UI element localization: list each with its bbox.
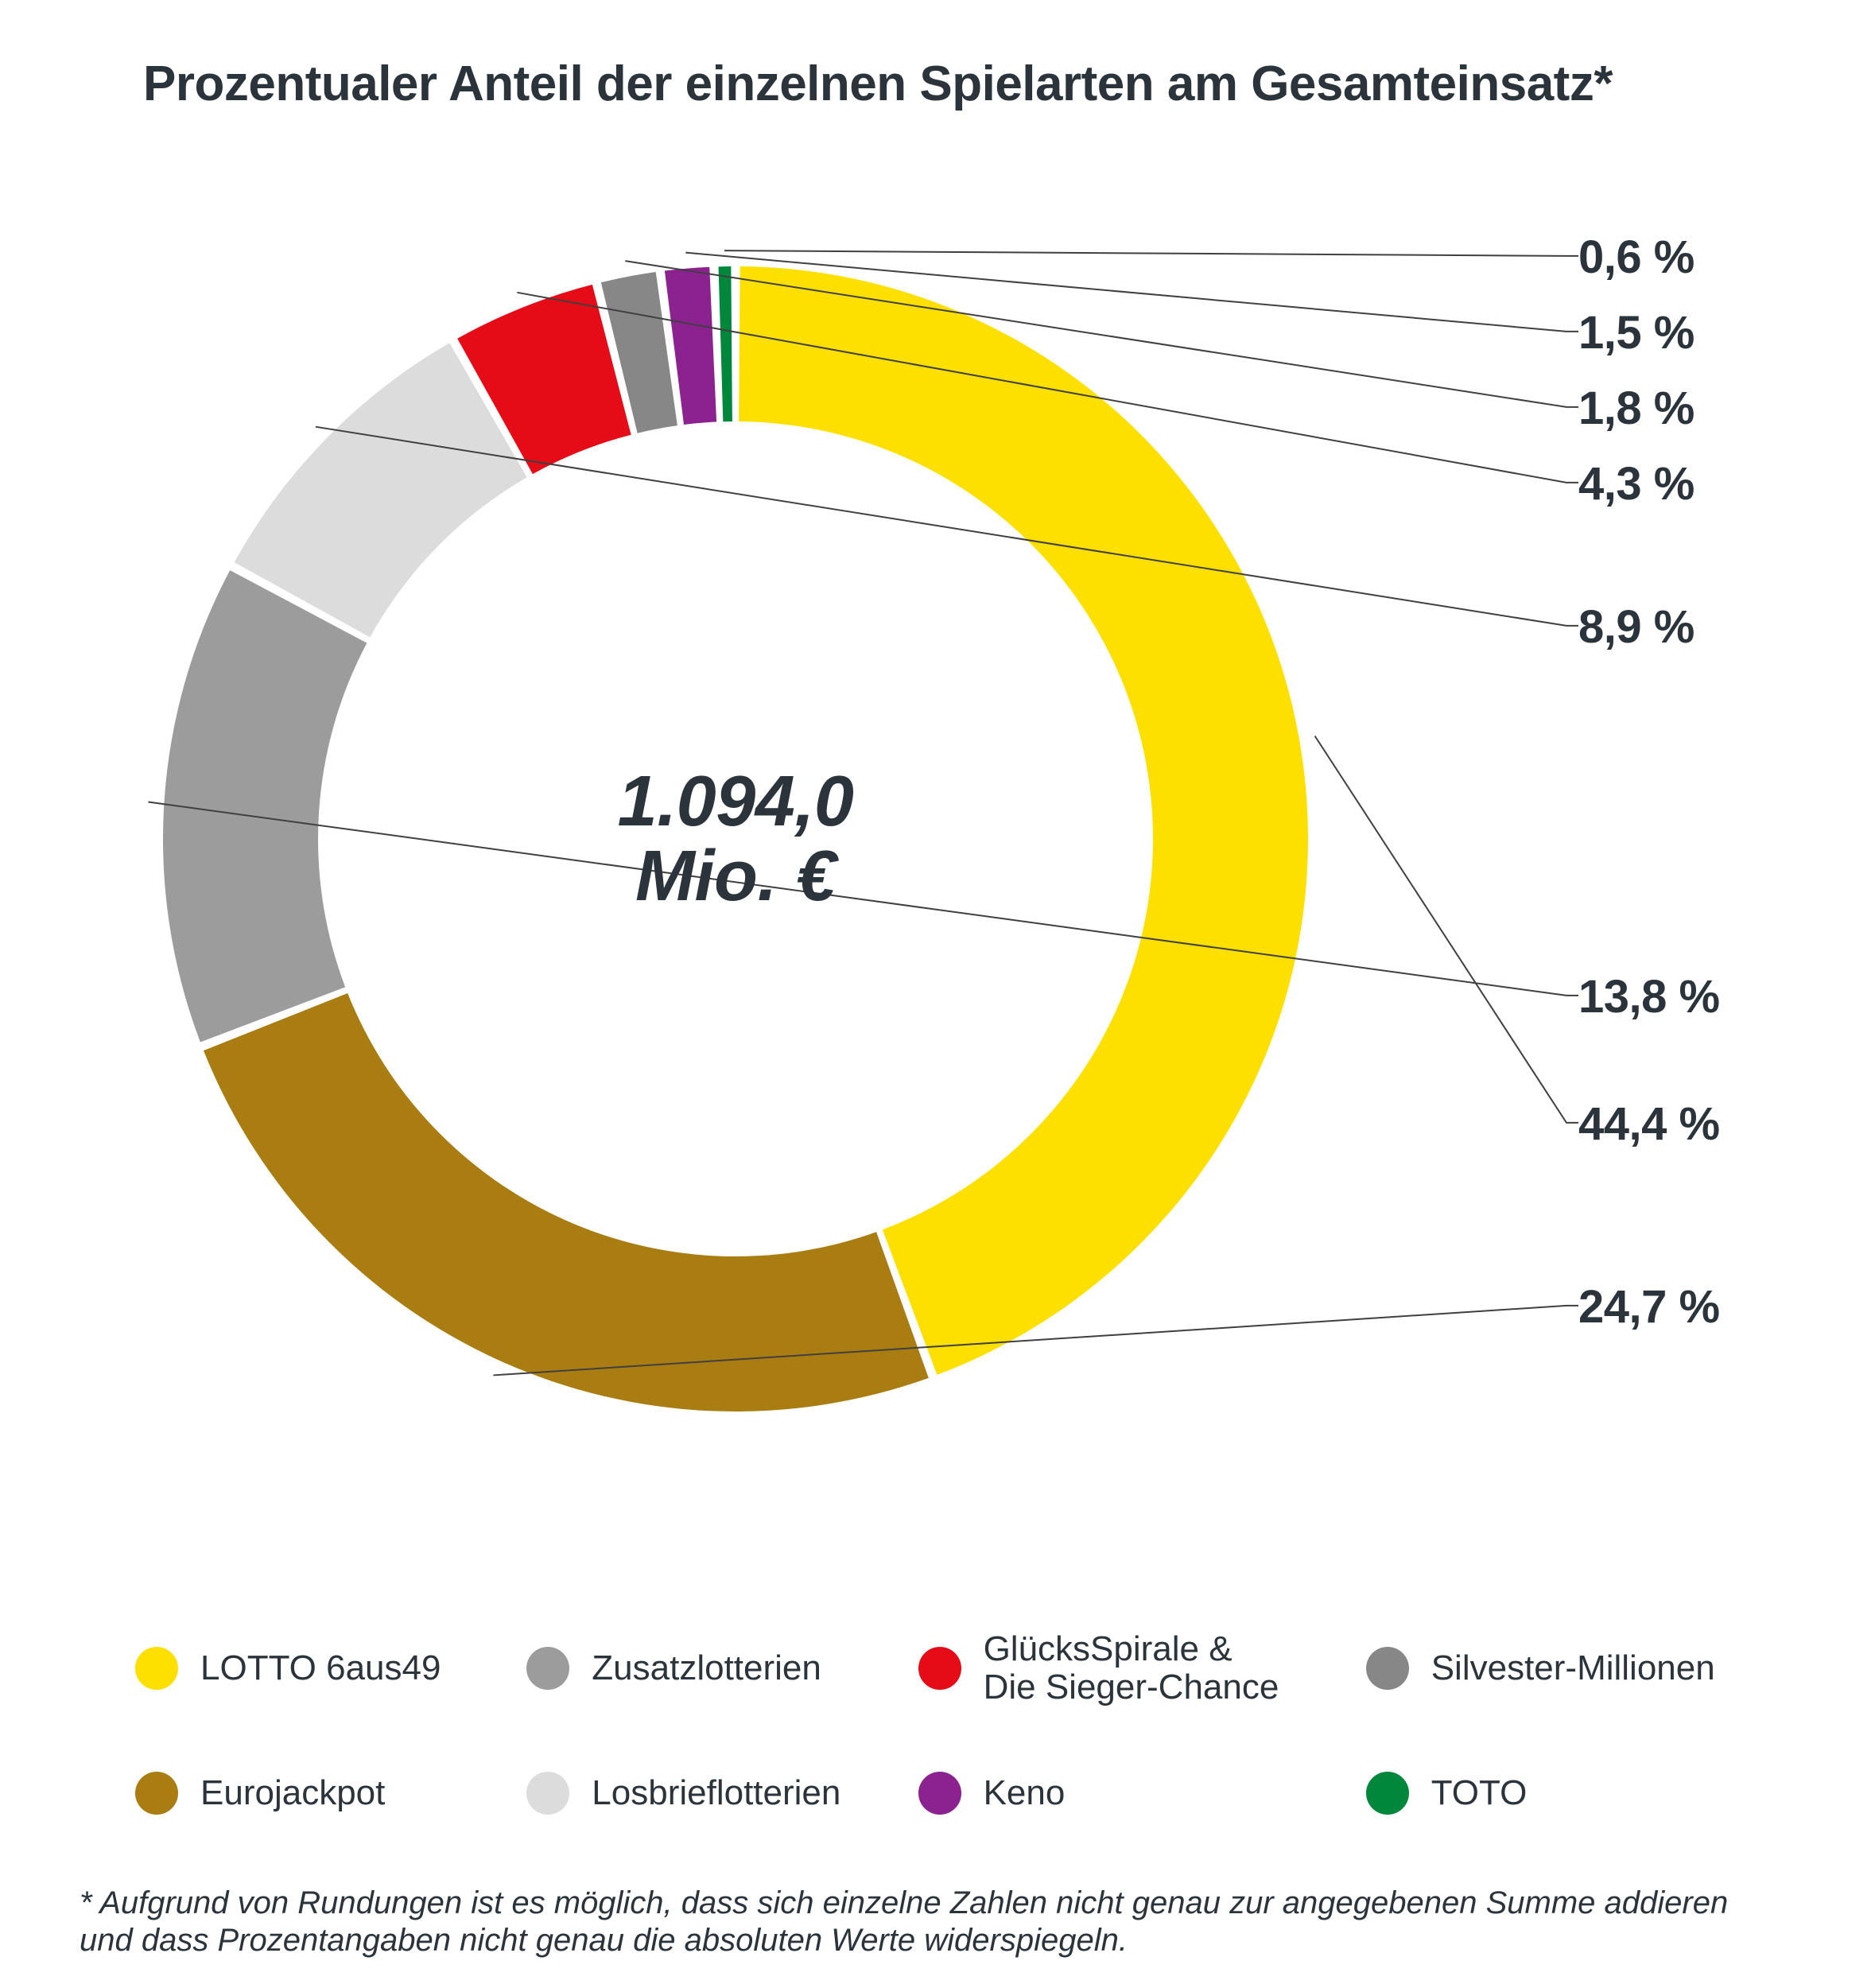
pct-label: 13,8 % (1578, 970, 1720, 1023)
legend-swatch (526, 1647, 569, 1690)
pct-label: 1,8 % (1578, 382, 1694, 435)
pct-label: 4,3 % (1578, 457, 1694, 511)
pct-label: 0,6 % (1578, 231, 1694, 284)
legend-item: GlücksSpirale &Die Sieger-Chance (918, 1630, 1350, 1707)
legend: LOTTO 6aus49 Zusatzlotterien GlücksSpirale… (135, 1630, 1741, 1832)
legend-label: Losbrieflotterien (592, 1774, 840, 1812)
legend-item: Losbrieflotterien (526, 1755, 902, 1832)
legend-item: LOTTO 6aus49 (135, 1630, 510, 1707)
legend-swatch (918, 1772, 961, 1815)
pct-label: 1,5 % (1578, 306, 1694, 359)
chart-title: Prozentualer Anteil der einzelnen Spiela… (143, 56, 1780, 112)
legend-label: TOTO (1431, 1774, 1528, 1812)
page: Prozentualer Anteil der einzelnen Spiela… (0, 0, 1875, 1988)
legend-label: Keno (984, 1774, 1066, 1812)
pct-label: 44,4 % (1578, 1097, 1720, 1151)
legend-label: LOTTO 6aus49 (200, 1649, 441, 1687)
legend-swatch (918, 1647, 961, 1690)
legend-item: Eurojackpot (135, 1755, 510, 1832)
legend-label: Silvester-Millionen (1431, 1649, 1715, 1687)
legend-item: TOTO (1366, 1755, 1741, 1832)
footnote: * Aufgrund von Rundungen ist es möglich,… (80, 1885, 1780, 1959)
legend-swatch (1366, 1772, 1409, 1815)
chart-area: 1.094,0 Mio. € 0,6 %1,5 %1,8 %4,3 %8,9 %… (0, 183, 1875, 1495)
percent-labels: 0,6 % 1,5 % 1,8 % 4,3 % 8,9 % 13,8 % 44,4 % 24,… (0, 183, 1875, 1495)
legend-swatch (135, 1647, 178, 1690)
legend-item: Keno (918, 1755, 1350, 1832)
legend-label: Zusatzlotterien (592, 1649, 821, 1687)
legend-swatch (1366, 1647, 1409, 1690)
legend-label: GlücksSpirale &Die Sieger-Chance (984, 1630, 1279, 1707)
legend-swatch (135, 1772, 178, 1815)
legend-swatch (526, 1772, 569, 1815)
legend-item: Zusatzlotterien (526, 1630, 902, 1707)
pct-label: 8,9 % (1578, 600, 1694, 654)
pct-label: 24,7 % (1578, 1280, 1720, 1334)
legend-item: Silvester-Millionen (1366, 1630, 1741, 1707)
legend-label: Eurojackpot (200, 1774, 385, 1812)
